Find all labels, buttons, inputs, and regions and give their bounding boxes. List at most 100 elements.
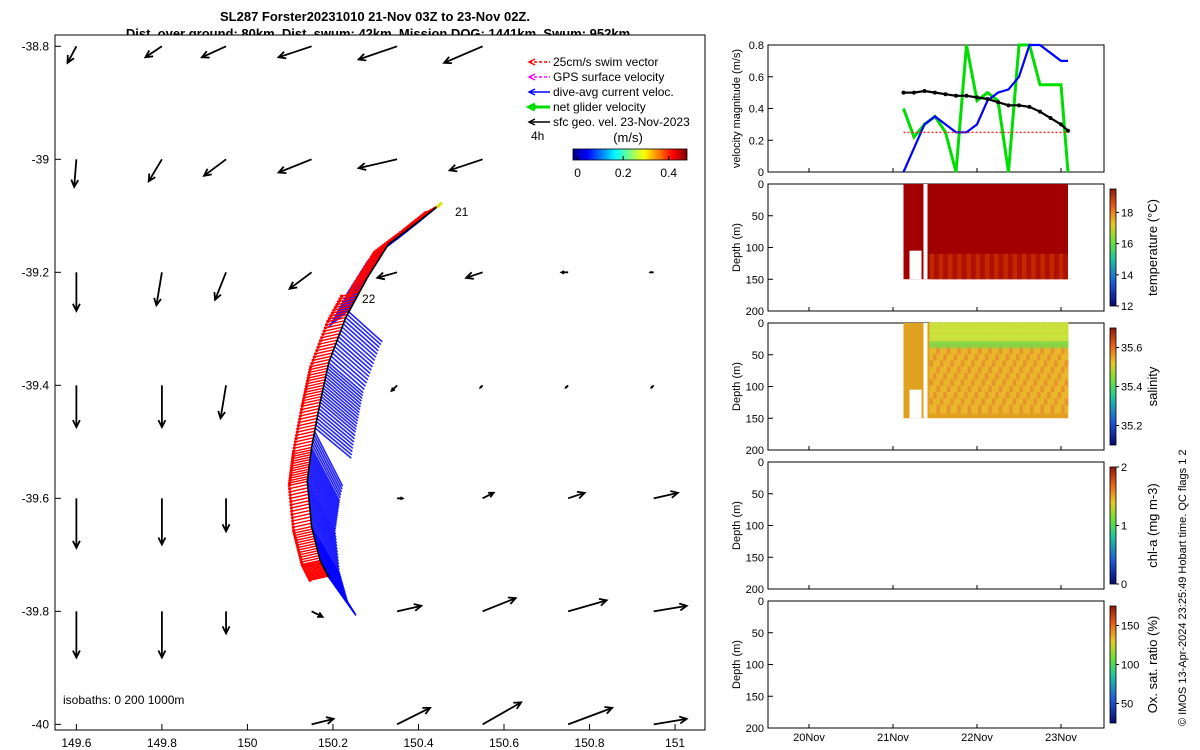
heatmap-cell bbox=[967, 379, 972, 389]
heatmap-cell bbox=[1022, 398, 1027, 408]
heatmap-cell bbox=[1061, 322, 1066, 332]
colorbar-tick-label: 100 bbox=[1121, 660, 1139, 672]
geo-vector-head bbox=[442, 56, 452, 65]
swim-vector-head bbox=[318, 339, 323, 343]
geo-vector-arrow bbox=[650, 384, 655, 389]
heatmap-cell bbox=[1043, 360, 1048, 370]
heatmap-cell bbox=[1064, 385, 1069, 395]
geo-vector-shaft bbox=[73, 159, 78, 187]
heatmap-cell bbox=[967, 398, 972, 408]
heatmap-cell bbox=[1002, 392, 1007, 402]
heatmap-cell bbox=[1040, 347, 1045, 357]
heatmap-cell bbox=[1005, 372, 1010, 382]
heatmap-cell bbox=[1050, 385, 1055, 395]
swim-vector bbox=[335, 302, 354, 309]
colorbar-oxygen bbox=[1109, 605, 1117, 724]
heatmap-cell bbox=[1044, 253, 1050, 280]
heatmap-cell bbox=[964, 322, 969, 332]
heatmap-cell bbox=[981, 392, 986, 402]
heatmap-cell bbox=[1043, 404, 1048, 414]
heatmap-cell bbox=[988, 328, 993, 338]
swim-vector bbox=[363, 260, 379, 270]
heatmap-cells-salinity bbox=[903, 322, 1069, 419]
swim-vector-head bbox=[288, 476, 292, 480]
swim-vector bbox=[297, 542, 317, 549]
geo-vector-head bbox=[72, 540, 81, 550]
dive-avg-current-vector bbox=[331, 352, 368, 384]
heatmap-cell bbox=[1057, 353, 1062, 363]
legend-label: GPS surface velocity bbox=[553, 70, 664, 84]
heatmap-cell bbox=[964, 392, 969, 402]
swim-vector bbox=[294, 440, 313, 446]
swim-vector-head bbox=[299, 560, 304, 564]
heatmap-cell bbox=[971, 404, 976, 414]
heatmap-cell bbox=[932, 372, 937, 382]
dive-avg-current-vector bbox=[312, 440, 342, 496]
colorbar-tick-label: 1 bbox=[1121, 521, 1127, 533]
swim-vector-head bbox=[291, 525, 295, 529]
panel-y-tick-label: 100 bbox=[746, 382, 764, 394]
heatmap-cell bbox=[1009, 322, 1014, 332]
heatmap-cell bbox=[1019, 404, 1024, 414]
heatmap-cell bbox=[953, 372, 958, 382]
dive-avg-current-vector bbox=[321, 393, 358, 425]
swim-vector-head bbox=[289, 506, 294, 510]
heatmap-cell bbox=[991, 372, 996, 382]
heatmap-cell bbox=[943, 322, 948, 332]
heatmap-cell bbox=[1050, 366, 1055, 376]
geo-vector-head bbox=[66, 54, 75, 65]
heatmap-cell bbox=[1009, 398, 1014, 408]
heatmap-cell bbox=[977, 353, 982, 363]
swim-vector bbox=[321, 332, 340, 339]
swim-vector-head bbox=[323, 326, 327, 330]
colorbar-tick-label: 16 bbox=[1121, 239, 1133, 251]
geo-vector-arrow bbox=[396, 706, 432, 726]
heatmap-cell bbox=[1022, 347, 1027, 357]
track-day-label-start: 21 bbox=[455, 205, 469, 219]
swim-vector bbox=[309, 364, 329, 371]
dive-avg-current-vector bbox=[348, 311, 383, 343]
map-x-tick-label: 150.2 bbox=[318, 736, 348, 750]
swim-vector bbox=[309, 367, 328, 374]
heatmap-cell bbox=[998, 392, 1003, 402]
heatmap-cell bbox=[977, 360, 982, 370]
colorbar-tick-label: 12 bbox=[1121, 301, 1133, 313]
heatmap-cell bbox=[1029, 347, 1034, 357]
swim-vector bbox=[297, 424, 317, 430]
dive-avg-current-vector bbox=[319, 401, 357, 433]
swim-vector-head bbox=[329, 314, 333, 318]
geo-vector-arrow bbox=[482, 701, 523, 726]
heatmap-cell bbox=[1047, 385, 1052, 395]
heatmap-cell bbox=[957, 379, 962, 389]
panel-y-tick-label: 0.6 bbox=[749, 72, 764, 84]
heatmap-cell bbox=[967, 392, 972, 402]
heatmap-cell bbox=[995, 379, 1000, 389]
heatmap-cell bbox=[988, 398, 993, 408]
dive-avg-current-vector bbox=[326, 367, 363, 399]
swim-vector-head bbox=[292, 446, 296, 450]
swim-vector-head bbox=[290, 464, 294, 468]
heatmap-cell bbox=[981, 322, 986, 332]
heatmap-cell bbox=[929, 341, 934, 351]
map-y-tick-label: -39.8 bbox=[22, 604, 50, 618]
geo-vector-head bbox=[670, 490, 680, 499]
dive-avg-current-vector bbox=[325, 373, 362, 405]
swim-vector bbox=[330, 311, 349, 317]
geo-vector-arrow bbox=[287, 271, 313, 291]
heatmap-cell bbox=[977, 404, 982, 414]
swim-vector-head bbox=[295, 541, 299, 545]
swim-vector-head bbox=[295, 433, 299, 437]
swim-vector bbox=[298, 545, 317, 551]
heatmap-cell bbox=[984, 379, 989, 389]
geo-vector-shaft bbox=[278, 158, 312, 174]
heatmap-cell bbox=[1061, 404, 1066, 414]
heatmap-cell bbox=[995, 404, 1000, 414]
heatmap-cell bbox=[1057, 398, 1062, 408]
heatmap-cell bbox=[1057, 334, 1062, 344]
heatmap-cell bbox=[1022, 404, 1027, 414]
heatmap-cell bbox=[1002, 398, 1007, 408]
swim-vector bbox=[366, 255, 382, 265]
panel-y-tick-label: 50 bbox=[752, 628, 764, 640]
swim-vector-head bbox=[297, 420, 301, 425]
